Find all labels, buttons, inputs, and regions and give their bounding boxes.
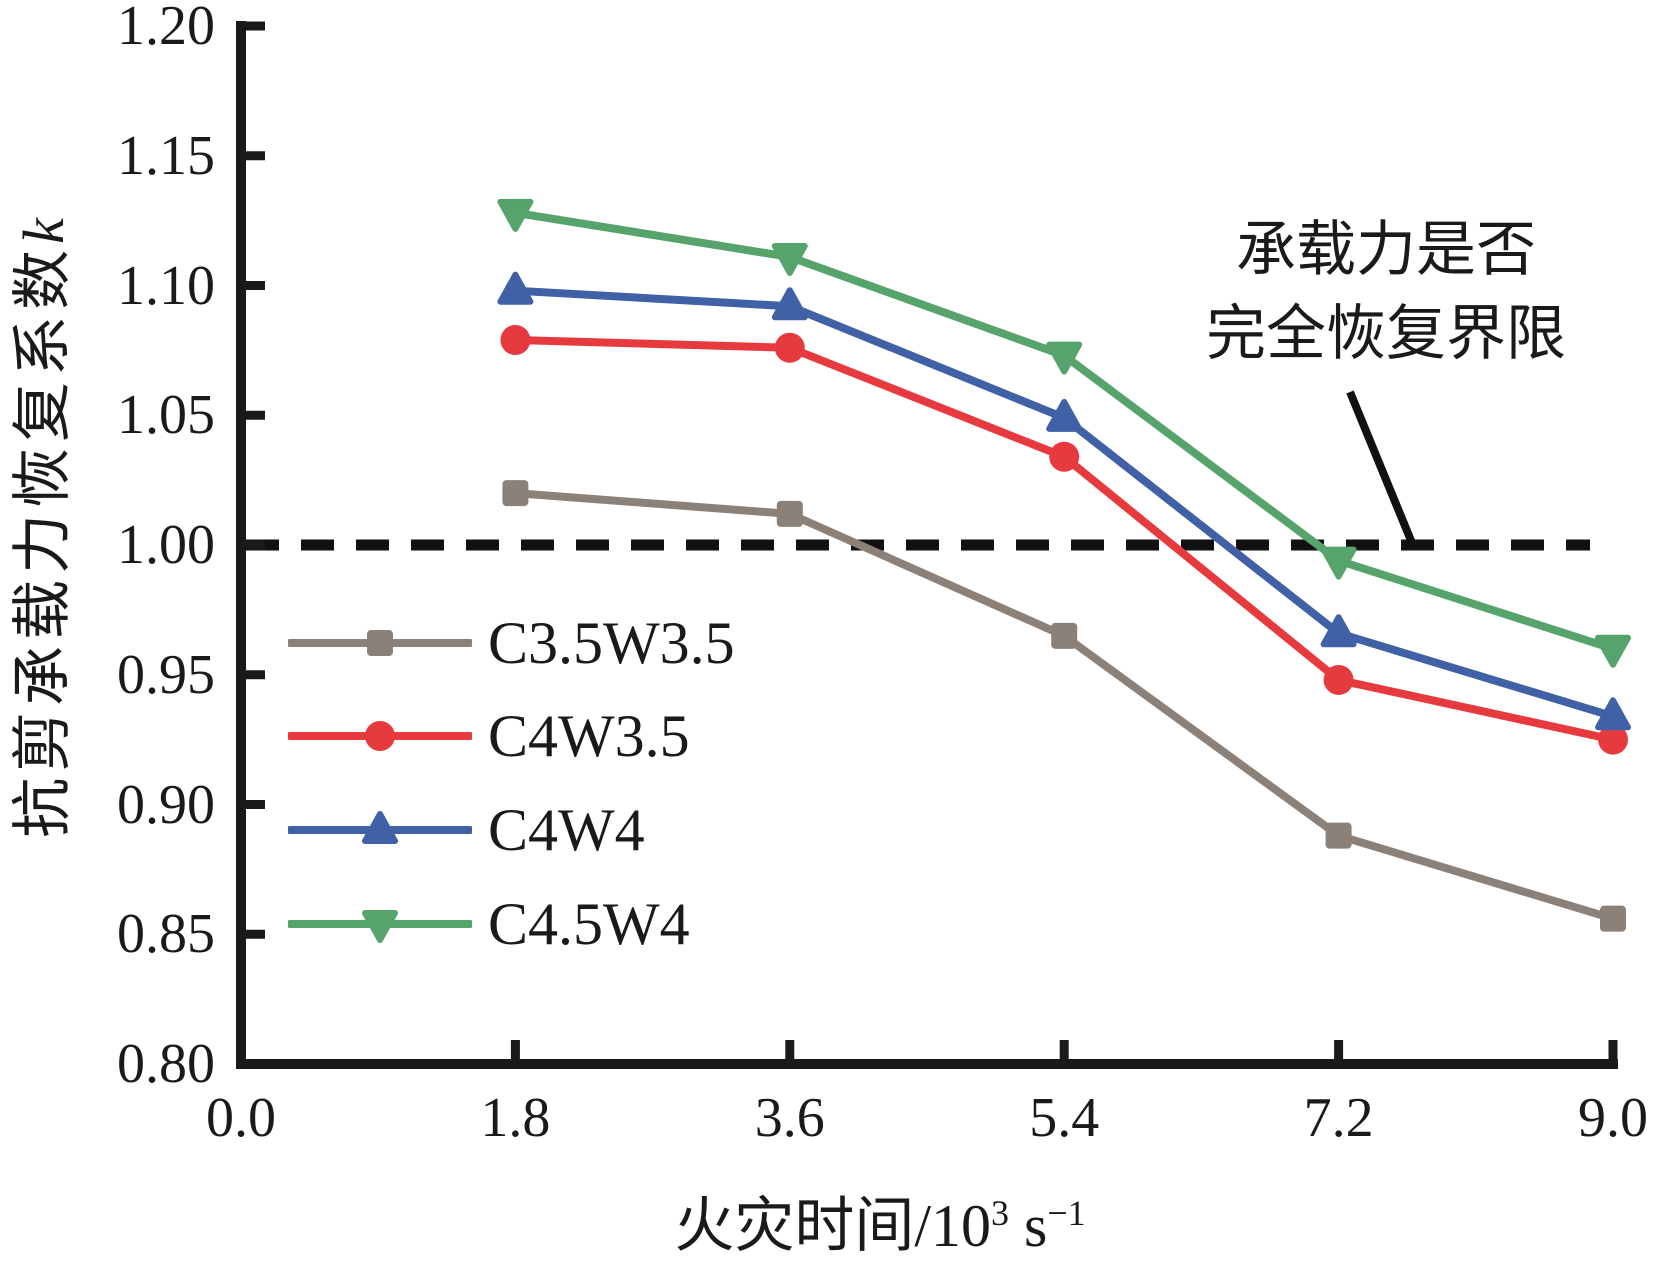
x-tick-label-1.8: 1.8 bbox=[480, 1087, 551, 1149]
y-axis-title-text: 抗剪承载力恢复系数 bbox=[10, 243, 76, 838]
legend-key-triangle-up bbox=[288, 811, 472, 844]
data-point-C4.5W4-x5.4 bbox=[1046, 341, 1083, 375]
legend-row-C4.5W4: C4.5W4 bbox=[288, 891, 690, 957]
data-point-C4W3.5-x9 bbox=[1598, 724, 1628, 755]
legend-key-circle bbox=[288, 721, 472, 751]
data-point-C4.5W4-x3.6 bbox=[771, 242, 808, 276]
data-point-C4W3.5-x3.6 bbox=[774, 332, 805, 363]
annotation-line-2: 完全恢复界限 bbox=[1206, 301, 1566, 367]
x-tick-label-0.0: 0.0 bbox=[206, 1087, 276, 1149]
annotation-leader-line bbox=[1346, 390, 1416, 545]
annotation-full-recovery-limit: 承载力是否 完全恢复界限 bbox=[1036, 208, 1654, 376]
data-point-C4W3.5-x1.8 bbox=[500, 324, 531, 355]
legend-label-C4W4: C4W4 bbox=[488, 797, 645, 863]
y-tick-label-0.95: 0.95 bbox=[117, 643, 215, 706]
y-tick-label-1.20: 1.20 bbox=[117, 0, 215, 57]
data-point-C4.5W4-x7.2 bbox=[1320, 546, 1357, 580]
y-tick-label-0.90: 0.90 bbox=[117, 773, 215, 836]
y-axis-title-symbol-k: k bbox=[11, 218, 76, 244]
legend-row-C4W3.5: C4W3.5 bbox=[288, 703, 690, 769]
data-point-C4W3.5-x7.2 bbox=[1323, 664, 1354, 695]
annotation-line-1: 承载力是否 bbox=[1236, 217, 1536, 283]
y-tick-label-1.05: 1.05 bbox=[117, 384, 215, 447]
x-tick-label-9.0: 9.0 bbox=[1578, 1087, 1648, 1149]
x-tick-label-5.4: 5.4 bbox=[1029, 1087, 1100, 1149]
x-tick-label-7.2: 7.2 bbox=[1303, 1087, 1374, 1149]
data-point-C3.5W3.5-x9 bbox=[1600, 905, 1626, 932]
data-point-C4.5W4-x1.8 bbox=[497, 198, 534, 232]
data-point-C4W4-x1.8 bbox=[497, 271, 534, 305]
x-axis-title: 火灾时间/103 s−1 bbox=[480, 1190, 1280, 1268]
y-axis-title: 抗剪承载力恢复系数k bbox=[7, 143, 79, 913]
legend-row-C4W4: C4W4 bbox=[288, 797, 645, 863]
legend-label-C3.5W3.5: C3.5W3.5 bbox=[488, 610, 735, 676]
data-point-C3.5W3.5-x5.4 bbox=[1051, 622, 1078, 649]
data-point-C4W4-x9 bbox=[1595, 697, 1631, 731]
y-tick-label-1.00: 1.00 bbox=[117, 514, 215, 576]
y-tick-label-0.80: 0.80 bbox=[117, 1033, 215, 1095]
data-point-C4W3.5-x5.4 bbox=[1049, 441, 1080, 472]
data-point-C4.5W4-x9 bbox=[1595, 634, 1631, 668]
data-point-C3.5W3.5-x7.2 bbox=[1325, 822, 1352, 849]
data-point-C3.5W3.5-x1.8 bbox=[502, 480, 529, 507]
x-axis-title-prefix: 火灾时间/10 bbox=[674, 1193, 991, 1259]
data-point-C3.5W3.5-x3.6 bbox=[776, 500, 803, 527]
y-tick-label-1.10: 1.10 bbox=[117, 254, 215, 317]
x-tick-label-3.6: 3.6 bbox=[754, 1087, 825, 1149]
x-axis-title-unit-exponent: −1 bbox=[1047, 1193, 1086, 1233]
y-tick-label-1.15: 1.15 bbox=[117, 124, 215, 187]
legend-row-C3.5W3.5: C3.5W3.5 bbox=[288, 610, 735, 676]
legend-label-C4W3.5: C4W3.5 bbox=[488, 703, 690, 769]
data-point-C4W4-x5.4 bbox=[1046, 398, 1083, 432]
x-axis-title-exponent: 3 bbox=[991, 1193, 1009, 1233]
data-point-C4W4-x3.6 bbox=[771, 287, 808, 321]
legend-label-C4.5W4: C4.5W4 bbox=[488, 891, 690, 957]
data-point-C4W4-x7.2 bbox=[1320, 614, 1357, 648]
y-tick-label-0.85: 0.85 bbox=[117, 903, 215, 966]
legend-key-square bbox=[288, 630, 472, 656]
x-axis-title-unit: s bbox=[1009, 1193, 1048, 1259]
legend-key-triangle-down bbox=[288, 910, 472, 943]
